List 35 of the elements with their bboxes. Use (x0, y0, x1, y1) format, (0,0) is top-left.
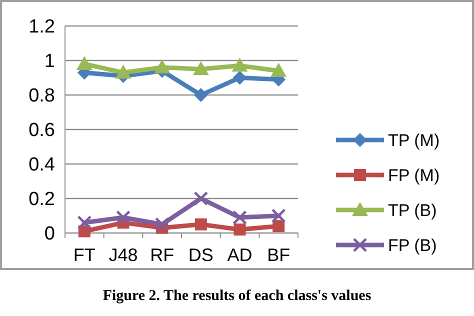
y-tick-label: 0 (44, 224, 55, 245)
x-tick-label: DS (188, 245, 214, 265)
legend-label: TP (M) (388, 130, 440, 150)
point (194, 191, 208, 206)
point (76, 56, 92, 70)
legend-label: FP (B) (388, 236, 437, 255)
point (232, 210, 247, 225)
y-tick-label: 1 (44, 51, 55, 72)
x-tick-label: FT (73, 245, 96, 265)
x-tick-label: J48 (108, 245, 138, 265)
x-tick-label: BF (267, 245, 290, 265)
point (232, 70, 247, 85)
point (232, 58, 248, 72)
point (234, 224, 246, 236)
point (270, 62, 287, 77)
point (271, 208, 286, 223)
x-tick-label: RF (150, 245, 174, 265)
point (77, 215, 92, 230)
point (115, 64, 132, 79)
point (272, 220, 285, 232)
point (154, 59, 170, 74)
point (192, 61, 209, 76)
caption: Figure 2. The results of each class's values (102, 288, 372, 304)
x-tick-label: AD (227, 245, 252, 265)
legend-label: FP (M) (388, 166, 440, 185)
point (154, 217, 170, 232)
y-tick-label: 0.6 (28, 120, 55, 142)
point (116, 210, 130, 225)
point (194, 88, 208, 102)
point (194, 218, 207, 230)
y-tick-label: 0.4 (28, 154, 56, 176)
legend-label: TP (B) (388, 200, 437, 220)
y-tick-label: 0.8 (28, 86, 55, 107)
y-tick-label: 0.2 (28, 189, 55, 210)
y-tick-label: 1.2 (28, 16, 55, 38)
